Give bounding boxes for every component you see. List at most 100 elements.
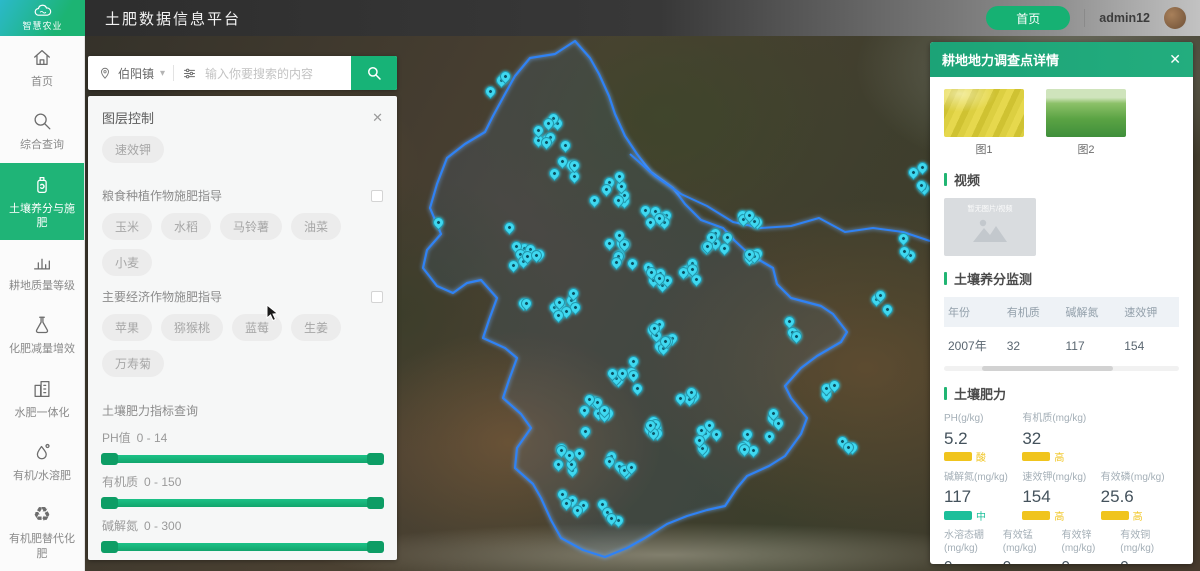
sidebar-item-building[interactable]: 水肥一体化 <box>0 367 84 430</box>
map-marker-pin[interactable] <box>501 219 518 236</box>
crop-tag[interactable]: 玉米 <box>102 213 153 240</box>
detail-panel-title: 耕地地力调查点详情 <box>942 53 1060 68</box>
sidebar-item-flask[interactable]: 化肥减量增效 <box>0 303 84 366</box>
chevron-down-icon[interactable]: ▾ <box>160 67 166 79</box>
sidebar-item-label: 首页 <box>31 76 53 88</box>
search-button[interactable] <box>351 56 397 90</box>
fertility-metric: 水溶态硼(mg/kg) 0 <box>944 530 1003 564</box>
metric-value: 0 <box>944 558 1003 564</box>
grade-badge: 高 <box>1100 510 1179 523</box>
region-select[interactable]: 伯阳镇 <box>118 66 155 81</box>
location-pin-icon <box>98 66 112 81</box>
crop-tag[interactable]: 水稻 <box>161 213 212 240</box>
crop-tag[interactable]: 油菜 <box>291 213 342 240</box>
fertility-metric: 有机质(mg/kg) 32 高 <box>1022 413 1100 464</box>
layer-checkbox[interactable] <box>371 189 383 202</box>
flask-icon <box>5 314 79 338</box>
search-input[interactable]: 输入你要搜索的内容 <box>205 66 314 81</box>
grade-badge: 酸 <box>944 452 1022 464</box>
page-title: 土肥数据信息平台 <box>105 10 242 28</box>
no-media-text: 暂无图片/视频 <box>967 204 1013 213</box>
close-icon[interactable]: ✕ <box>372 109 383 125</box>
sidebar-item-chart[interactable]: 耕地质量等级 <box>0 240 84 303</box>
photo-thumbnail[interactable] <box>1046 89 1126 137</box>
crop-tag[interactable]: 苹果 <box>102 314 153 341</box>
metric-value: 25.6 <box>1100 487 1134 506</box>
map-marker-pin[interactable] <box>557 137 573 154</box>
crop-tag-row: 玉米 水稻 马铃薯 油菜小麦 <box>102 213 383 276</box>
map-marker-pin[interactable] <box>879 301 896 318</box>
metric-label: 水溶态硼 (mg/kg) <box>944 530 984 554</box>
search-bar: 伯阳镇 ▾ 输入你要搜索的内容 <box>88 56 397 90</box>
fertility-metric: 碱解氮(mg/kg) 117 中 <box>944 472 1022 523</box>
fertility-metric: 有效锰(mg/kg) 0 <box>1003 530 1062 564</box>
photo-thumbnail[interactable] <box>944 89 1024 137</box>
home-icon <box>5 47 79 71</box>
survey-photo-2[interactable]: 图2 <box>1046 89 1126 157</box>
username: admin12 <box>1099 11 1150 25</box>
fertility-metric-row: PH(g/kg) 5.2 酸 有机质(mg/kg) 32 高 <box>944 413 1179 464</box>
metric-label: 有效锰 (mg/kg) <box>1002 530 1037 554</box>
sidebar-item-fertilizer[interactable]: 土壤养分与施肥 <box>0 162 84 241</box>
map-marker-pin[interactable] <box>629 380 646 397</box>
map-marker-pin[interactable] <box>896 230 912 247</box>
fertility-metric: 有效磷(mg/kg) 25.6 高 <box>1100 471 1179 523</box>
crop-tag[interactable]: 万寿菊 <box>102 350 165 377</box>
range-slider[interactable] <box>101 453 384 465</box>
layer-checkbox[interactable] <box>371 290 383 303</box>
metric-value: 5.2 <box>944 428 968 448</box>
sidebar-item-recycle[interactable]: ♻ 有机肥替代化肥 <box>0 493 84 571</box>
metric-label: 有效锌 (mg/kg) <box>1061 530 1096 554</box>
sidebar-item-label: 综合查询 <box>20 139 64 152</box>
cloud-logo-icon <box>34 4 51 16</box>
map-marker-pin[interactable] <box>550 457 567 473</box>
crop-tag[interactable]: 生姜 <box>291 314 342 341</box>
sidebar-item-drop[interactable]: 有机/水溶肥 <box>0 430 84 493</box>
fertility-metric-row: 碱解氮(mg/kg) 117 中 速效钾(mg/kg) 154 高 有效磷(mg/kg) 25… <box>944 471 1179 523</box>
map-marker-pin[interactable] <box>431 214 447 230</box>
home-button[interactable]: 首页 <box>986 6 1071 30</box>
map-marker-pin[interactable] <box>577 423 594 440</box>
search-icon <box>368 67 381 80</box>
map-marker-pin[interactable] <box>761 428 778 445</box>
video-section-title: 视频 <box>954 173 981 188</box>
fertility-metric: PH(g/kg) 5.2 酸 <box>944 413 1022 464</box>
metric-value: 0 <box>1120 558 1179 564</box>
map-marker-pin[interactable] <box>586 193 602 209</box>
filter-icon[interactable] <box>182 66 197 81</box>
map-marker-pin[interactable] <box>483 84 499 100</box>
metric-label: 有机质(mg/kg) <box>1022 413 1087 424</box>
sidebar-item-label: 土壤养分与施肥 <box>9 202 75 229</box>
map-marker-pin[interactable] <box>546 166 563 182</box>
table-header-cell: 有机质 <box>1002 297 1062 327</box>
avatar[interactable] <box>1164 7 1186 29</box>
survey-photo-1[interactable]: 图1 <box>944 89 1024 157</box>
search-divider <box>173 65 175 81</box>
slider-label: PH值 0 - 14 <box>102 431 168 445</box>
close-icon[interactable]: ✕ <box>1169 51 1181 67</box>
crop-tag[interactable]: 马铃薯 <box>220 213 283 240</box>
table-cell: 154 <box>1124 338 1145 353</box>
slider-group: 碱解氮 0 - 300 <box>101 517 384 553</box>
metric-label: 速效钾(mg/kg) <box>1022 471 1087 483</box>
fertility-metric: 有效铜(mg/kg) 0 <box>1120 530 1179 564</box>
range-slider[interactable] <box>101 497 384 509</box>
detail-panel: 耕地地力调查点详情 ✕ 图1 图2 <box>930 42 1193 564</box>
app-logo[interactable]: 智慧农业 <box>0 0 85 36</box>
map-marker-pin[interactable] <box>624 255 640 272</box>
crop-section-label: 粮食种植作物施肥指导 <box>102 189 223 203</box>
crop-tag[interactable]: 猕猴桃 <box>161 314 224 341</box>
query-section-title: 土壤肥力指标查询 <box>102 404 199 418</box>
fertility-metric: 有效锌(mg/kg) 0 <box>1062 530 1121 564</box>
table-row[interactable]: 2007年 32 117 154 <box>944 327 1179 364</box>
active-layer-tag[interactable]: 速效钾 <box>102 136 165 163</box>
sidebar-item-search[interactable]: 综合查询 <box>0 99 84 162</box>
crop-tag[interactable]: 小麦 <box>102 249 153 276</box>
sidebar-item-home[interactable]: 首页 <box>0 36 84 99</box>
table-scrollbar[interactable] <box>944 366 1179 371</box>
crop-tag[interactable]: 蓝莓 <box>232 314 283 341</box>
metric-label: 有效磷(mg/kg) <box>1100 471 1165 483</box>
range-slider[interactable] <box>101 541 384 553</box>
photo-caption: 图1 <box>975 144 993 156</box>
grade-badge: 高 <box>1022 452 1100 464</box>
